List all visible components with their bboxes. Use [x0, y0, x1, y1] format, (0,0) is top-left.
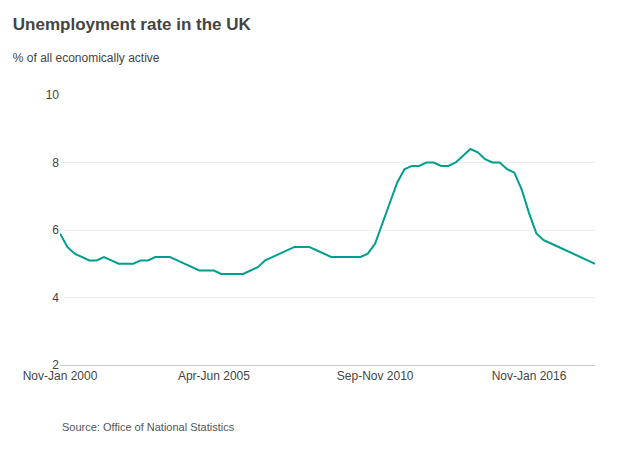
- svg-text:2: 2: [52, 358, 59, 372]
- svg-text:Source: Office of National Sta: Source: Office of National Statistics: [62, 421, 235, 433]
- svg-text:4: 4: [52, 291, 59, 305]
- svg-text:% of all economically active: % of all economically active: [13, 51, 160, 65]
- svg-text:Sep-Nov 2010: Sep-Nov 2010: [337, 369, 414, 383]
- svg-text:Nov-Jan 2000: Nov-Jan 2000: [23, 369, 98, 383]
- svg-text:Unemployment rate in the UK: Unemployment rate in the UK: [13, 15, 252, 34]
- svg-text:Nov-Jan 2016: Nov-Jan 2016: [492, 369, 567, 383]
- svg-text:Apr-Jun 2005: Apr-Jun 2005: [178, 369, 250, 383]
- svg-text:8: 8: [52, 156, 59, 170]
- svg-text:10: 10: [46, 88, 60, 102]
- svg-text:6: 6: [52, 223, 59, 237]
